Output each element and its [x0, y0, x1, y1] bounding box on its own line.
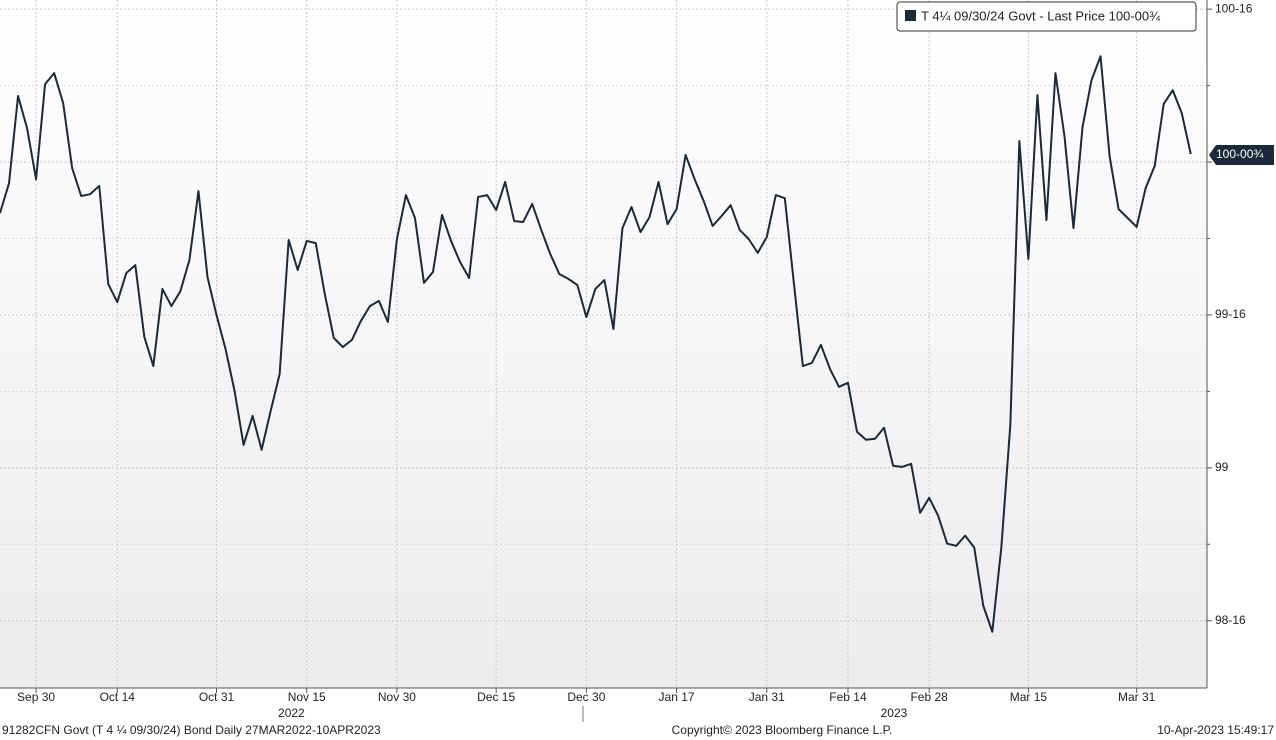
x-tick-label: Jan 31 — [749, 690, 785, 704]
y-tick-label: 98-16 — [1215, 613, 1246, 627]
footer-right: 10-Apr-2023 15:49:17 — [1157, 723, 1274, 737]
legend-swatch — [905, 10, 916, 21]
x-tick-label: Oct 31 — [199, 690, 235, 704]
price-line — [0, 55, 1192, 633]
x-tick-label: Dec 30 — [567, 690, 605, 704]
last-price-label: 100-00¾ — [1216, 147, 1264, 161]
y-tick-label: 99 — [1215, 460, 1229, 474]
footer-center: Copyright© 2023 Bloomberg Finance L.P. — [672, 723, 893, 737]
last-price-tag — [1209, 145, 1274, 166]
x-tick-label: Feb 28 — [910, 690, 948, 704]
legend-box — [896, 1, 1197, 32]
footer-left: 91282CFN Govt (T 4 ¼ 09/30/24) Bond Dail… — [2, 723, 381, 737]
x-tick-label: Mar 15 — [1010, 690, 1048, 704]
x-tick-label: Mar 31 — [1118, 690, 1156, 704]
grid — [0, 0, 1212, 693]
x-tick-label: Feb 14 — [829, 690, 867, 704]
x-tick-label: Nov 15 — [288, 690, 326, 704]
marks — [0, 55, 1192, 633]
year-label: 2022 — [278, 706, 305, 720]
year-label: 2023 — [881, 706, 908, 720]
x-tick-label: Dec 15 — [477, 690, 515, 704]
legend-text: T 4¼ 09/30/24 Govt - Last Price 100-00¾ — [921, 8, 1160, 23]
x-tick-label: Nov 30 — [378, 690, 416, 704]
y-tick-label: 100-16 — [1215, 1, 1253, 15]
x-tick-label: Jan 17 — [659, 690, 695, 704]
y-tick-label: 99-16 — [1215, 307, 1246, 321]
x-tick-label: Oct 14 — [100, 690, 136, 704]
plot-area — [0, 0, 1207, 688]
x-tick-label: Sep 30 — [17, 690, 55, 704]
